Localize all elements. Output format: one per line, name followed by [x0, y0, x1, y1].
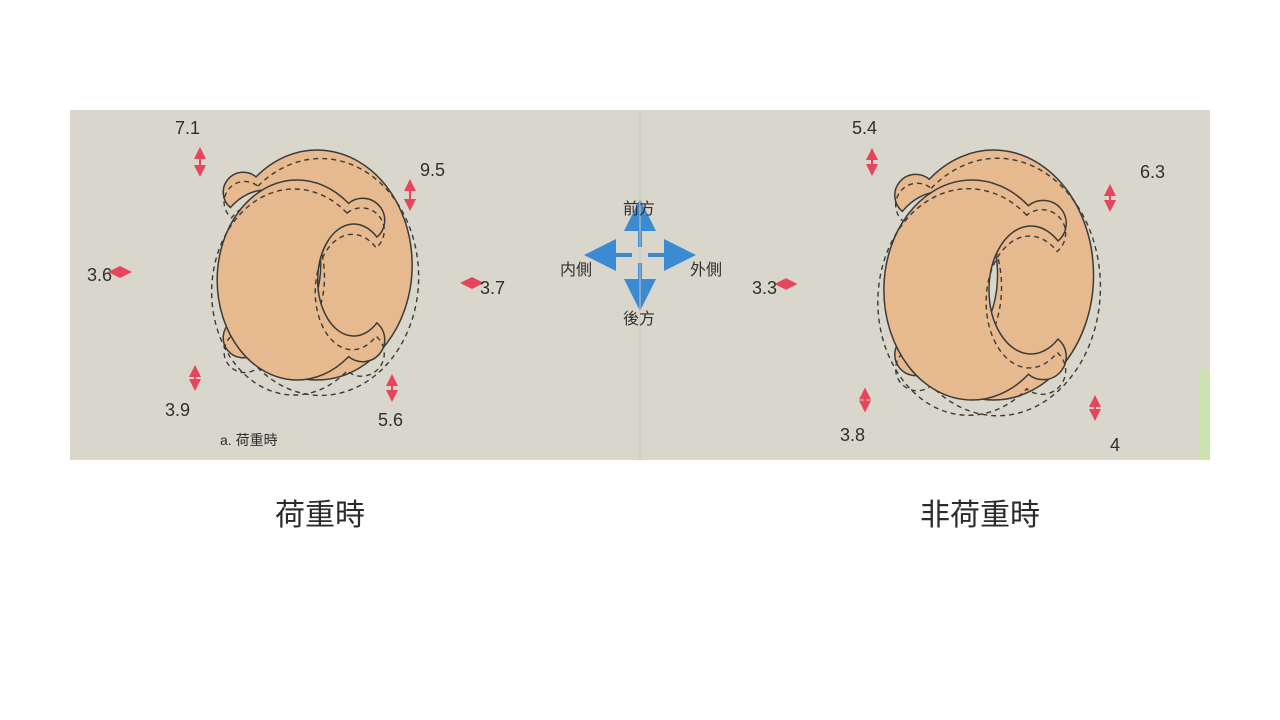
value-left-medial-middle: 3.6	[87, 265, 112, 286]
value-left-lateral-posterior: 5.6	[378, 410, 403, 431]
value-left-medial-anterior: 7.1	[175, 118, 200, 139]
sub-label-left: a. 荷重時	[220, 430, 278, 450]
compass-label-down: 後方	[623, 305, 655, 329]
caption-left: 荷重時	[170, 490, 470, 534]
value-right-lateral-posterior: 4	[1110, 435, 1120, 456]
value-left-lateral-middle: 3.7	[480, 278, 505, 299]
compass-label-up: 前方	[623, 195, 655, 219]
value-right-lateral-anterior: 6.3	[1140, 162, 1165, 183]
value-right-medial-middle: 3.3	[752, 278, 777, 299]
compass-label-left: 内側	[560, 256, 592, 280]
value-left-medial-posterior: 3.9	[165, 400, 190, 421]
value-left-lateral-anterior: 9.5	[420, 160, 445, 181]
compass-label-right: 外側	[690, 256, 722, 280]
caption-right: 非荷重時	[830, 490, 1130, 534]
diagram-svg	[0, 0, 1280, 720]
value-right-medial-anterior: 5.4	[852, 118, 877, 139]
value-right-medial-posterior: 3.8	[840, 425, 865, 446]
